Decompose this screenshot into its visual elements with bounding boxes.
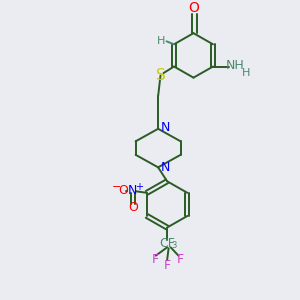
Text: O: O bbox=[188, 1, 199, 15]
Text: CF: CF bbox=[159, 237, 175, 250]
Text: F: F bbox=[151, 253, 158, 266]
Text: 3: 3 bbox=[172, 242, 177, 250]
Text: O: O bbox=[128, 201, 138, 214]
Text: S: S bbox=[156, 68, 165, 83]
Text: N: N bbox=[128, 184, 137, 197]
Text: +: + bbox=[135, 182, 143, 192]
Text: N: N bbox=[161, 161, 170, 174]
Text: O: O bbox=[118, 184, 128, 197]
Text: −: − bbox=[112, 182, 121, 193]
Text: N: N bbox=[161, 121, 170, 134]
Text: F: F bbox=[164, 259, 171, 272]
Text: NH: NH bbox=[226, 58, 245, 72]
Text: H: H bbox=[242, 68, 250, 78]
Text: H: H bbox=[157, 36, 166, 46]
Text: F: F bbox=[176, 253, 184, 266]
